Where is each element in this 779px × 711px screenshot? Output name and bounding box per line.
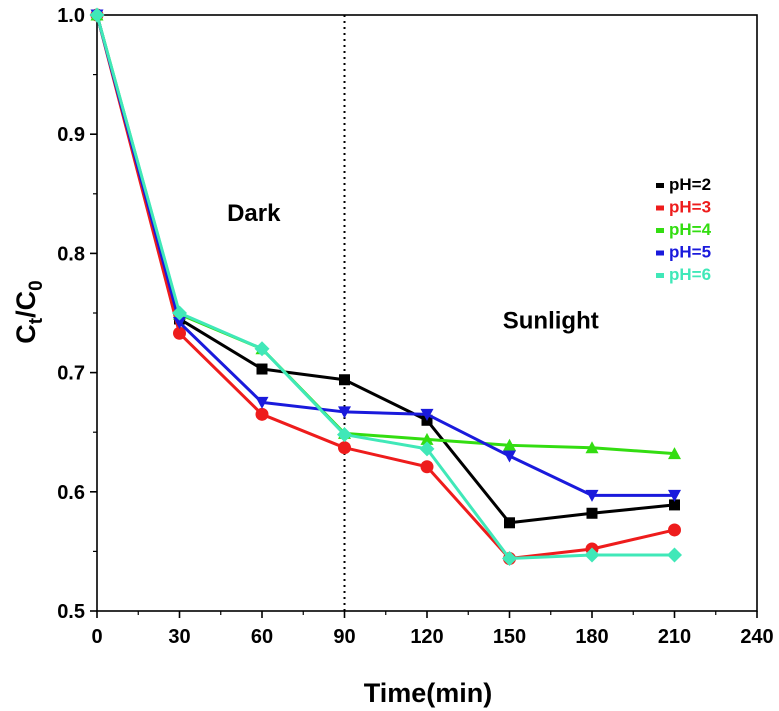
y-tick-label-0.5: 0.5: [57, 601, 85, 623]
data-point-ph5-90: [338, 406, 351, 419]
data-point-ph2-150: [504, 517, 515, 529]
x-tick-label-0: 0: [91, 626, 102, 648]
data-point-ph2-180: [586, 507, 598, 519]
data-point-ph4-120: [420, 432, 434, 445]
data-point-ph5-210: [668, 489, 681, 502]
data-point-ph6-120: [419, 441, 435, 457]
y-tick-label-0.9: 0.9: [57, 124, 85, 146]
y-axis-title-sub-t: t: [26, 317, 47, 324]
x-tick-label-120: 120: [410, 626, 443, 648]
legend-swatch-ph2: [656, 183, 664, 188]
data-point-ph5-150: [503, 450, 516, 463]
x-tick-label-210: 210: [658, 626, 691, 648]
data-point-ph4-210: [668, 447, 681, 460]
legend: pH=2 pH=3 pH=4 pH=5 pH=6: [656, 175, 712, 284]
series-line-ph3: [95, 14, 675, 561]
data-point-ph6-30: [172, 305, 187, 321]
y-axis-title: Ct/C0: [11, 280, 47, 343]
y-tick-label-1.0: 1.0: [57, 5, 85, 27]
series-ph6: [89, 7, 682, 567]
series-line-ph4: [95, 14, 675, 456]
data-point-ph6-0: [89, 7, 105, 23]
data-point-ph6-90: [337, 427, 352, 443]
annotation-dark: Dark: [227, 200, 281, 227]
data-point-ph4-180: [585, 441, 599, 454]
legend-label-ph5: pH=5: [669, 243, 711, 262]
data-point-ph2-90: [339, 374, 350, 386]
data-point-ph5-120: [420, 408, 434, 421]
data-point-ph2-60: [256, 363, 268, 375]
data-point-ph6-150: [502, 551, 517, 567]
legend-label-ph6: pH=6: [669, 265, 711, 284]
data-point-ph6-180: [584, 547, 600, 563]
data-point-ph5-180: [585, 489, 599, 502]
legend-swatch-ph5: [656, 250, 664, 256]
x-tick-label-30: 30: [168, 626, 190, 648]
y-tick-label-0.6: 0.6: [57, 482, 85, 504]
data-point-ph5-30: [173, 317, 186, 330]
y-axis-title-mid: /C: [11, 291, 41, 318]
plot-frame: [96, 14, 758, 612]
data-point-ph3-90: [338, 441, 351, 455]
data-point-ph3-60: [255, 407, 269, 421]
legend-swatch-ph4: [656, 228, 664, 233]
x-tick-label-180: 180: [575, 626, 608, 648]
legend-item-ph3: pH=3: [656, 198, 711, 217]
legend-label-ph3: pH=3: [669, 198, 711, 217]
y-axis-title-sub-0: 0: [26, 280, 47, 291]
data-point-ph6-210: [667, 547, 682, 563]
legend-swatch-ph3: [656, 205, 664, 211]
data-point-ph4-150: [503, 438, 516, 451]
series-ph4: [90, 8, 681, 460]
y-tick-label-0.8: 0.8: [57, 243, 85, 265]
annotation-sunlight: Sunlight: [503, 307, 599, 334]
legend-item-ph4: pH=4: [656, 220, 712, 239]
data-point-ph2-210: [669, 499, 680, 511]
series-ph5: [90, 9, 681, 502]
y-tick-label-0.7: 0.7: [57, 363, 85, 385]
series-line-ph5: [95, 14, 675, 497]
legend-item-ph5: pH=5: [656, 243, 711, 262]
x-axis-title: Time(min): [364, 678, 493, 708]
data-point-ph6-60: [254, 341, 270, 357]
x-tick-label-60: 60: [251, 626, 273, 648]
data-point-ph3-210: [668, 523, 681, 537]
data-point-ph5-60: [255, 396, 269, 409]
y-axis-title-main: C: [11, 324, 41, 344]
legend-item-ph2: pH=2: [656, 175, 711, 194]
data-point-ph3-120: [420, 460, 434, 474]
x-tick-label-90: 90: [333, 626, 355, 648]
series-ph3: [90, 8, 681, 566]
legend-swatch-ph6: [656, 273, 664, 278]
legend-label-ph4: pH=4: [669, 220, 712, 239]
x-tick-label-150: 150: [493, 626, 526, 648]
data-point-ph3-30: [173, 326, 186, 340]
legend-item-ph6: pH=6: [656, 265, 711, 284]
legend-label-ph2: pH=2: [669, 175, 711, 194]
x-tick-label-240: 240: [740, 626, 773, 648]
series-line-ph2: [95, 14, 675, 525]
series-line-ph6: [95, 14, 675, 561]
